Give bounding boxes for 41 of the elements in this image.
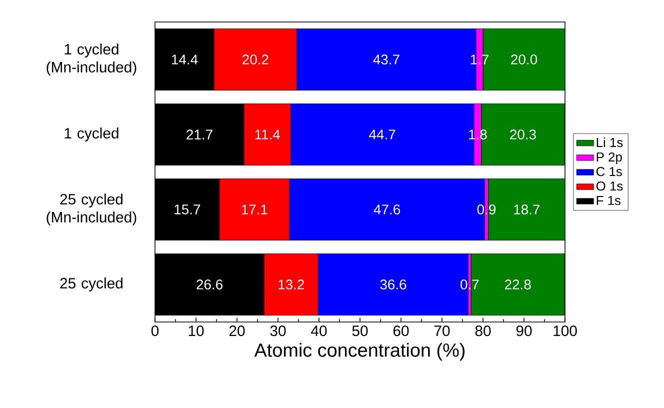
x-tick-label: 70 [434, 326, 450, 336]
x-tick-label: 40 [311, 326, 327, 336]
legend-label: P 2p [596, 152, 622, 164]
x-tick-label: 60 [393, 326, 409, 336]
y-tick-label: 1 cycled (Mn-included) [46, 44, 136, 76]
y-tick-label: 25 cycled [60, 278, 122, 292]
data-label: 44.7 [369, 130, 396, 140]
data-label: 26.6 [196, 280, 222, 290]
legend-label: F 1s [596, 196, 621, 206]
x-axis-title: Atomic concentration (%) [254, 342, 465, 361]
data-label: 0.9 [477, 204, 496, 214]
data-label: 1.7 [470, 54, 489, 64]
data-label: 43.7 [373, 54, 400, 64]
legend-label: O 1s [596, 181, 623, 191]
legend-label: C 1s [596, 166, 622, 176]
data-label: 36.6 [380, 280, 406, 290]
y-tick-label: 25 cycled (Mn-included) [46, 194, 136, 226]
data-label: 20.2 [242, 54, 268, 64]
x-tick-label: 90 [516, 326, 532, 336]
y-tick-label: 1 cycled [64, 128, 118, 142]
data-label: 17.1 [242, 204, 268, 214]
data-label: 11.4 [255, 130, 280, 140]
data-label: 14.4 [172, 54, 198, 64]
data-label: 22.8 [504, 280, 531, 290]
x-tick-label: 100 [554, 326, 577, 336]
data-label: 20.0 [511, 54, 538, 64]
data-label: 47.6 [374, 204, 400, 214]
data-label: 0.7 [460, 280, 479, 290]
data-label: 18.7 [514, 204, 540, 214]
x-tick-label: 50 [352, 326, 368, 336]
x-tick-label: 20 [229, 326, 245, 336]
x-tick-label: 10 [188, 326, 204, 336]
legend-label: Li 1s [596, 138, 623, 148]
x-tick-label: 30 [270, 326, 286, 336]
data-label: 1.8 [469, 130, 487, 140]
x-tick-label: 0 [151, 326, 159, 336]
x-tick-label: 80 [475, 326, 491, 336]
data-label: 20.3 [510, 130, 536, 140]
data-label: 15.7 [174, 204, 200, 214]
data-label: 13.2 [278, 280, 304, 290]
data-label: 21.7 [186, 130, 212, 140]
